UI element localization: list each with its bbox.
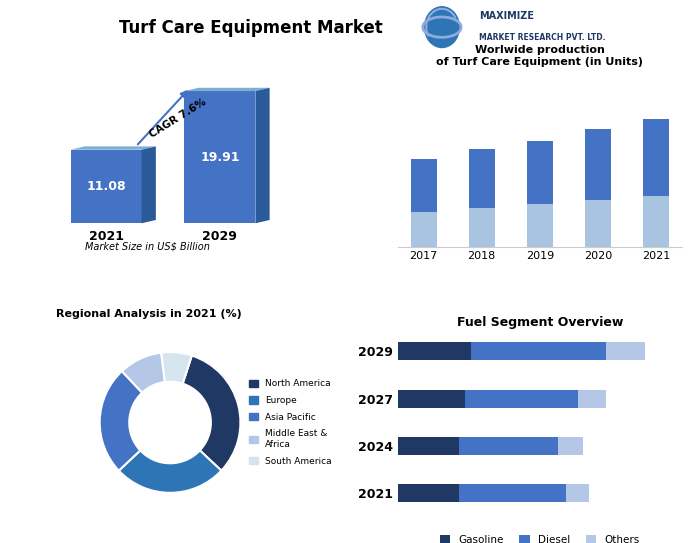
Bar bbox=[459, 437, 557, 455]
Text: Turf Care Equipment Market: Turf Care Equipment Market bbox=[119, 19, 382, 37]
Bar bbox=[184, 91, 255, 223]
Bar bbox=[70, 150, 141, 223]
Bar bbox=[397, 484, 459, 502]
Wedge shape bbox=[161, 352, 192, 384]
Polygon shape bbox=[70, 147, 156, 150]
Legend: Gasoline, Diesel, Others: Gasoline, Diesel, Others bbox=[436, 531, 644, 543]
Bar bbox=[397, 343, 470, 361]
Bar bbox=[567, 484, 589, 502]
Wedge shape bbox=[182, 356, 240, 471]
Text: 2029: 2029 bbox=[203, 230, 237, 243]
Legend: North America, Europe, Asia Pacific, Middle East &
Africa, South America: North America, Europe, Asia Pacific, Mid… bbox=[245, 376, 335, 469]
Text: Regional Analysis in 2021 (%): Regional Analysis in 2021 (%) bbox=[56, 310, 242, 319]
Text: 2021: 2021 bbox=[88, 230, 124, 243]
Bar bbox=[585, 200, 611, 247]
Circle shape bbox=[425, 7, 459, 47]
Bar bbox=[643, 119, 669, 195]
Text: 11.08: 11.08 bbox=[86, 180, 126, 193]
Bar bbox=[459, 484, 567, 502]
Bar bbox=[557, 437, 583, 455]
Polygon shape bbox=[141, 147, 156, 223]
Bar bbox=[465, 390, 578, 408]
Bar bbox=[397, 437, 459, 455]
Text: MARKET RESEARCH PVT. LTD.: MARKET RESEARCH PVT. LTD. bbox=[479, 34, 606, 42]
Bar bbox=[606, 343, 645, 361]
Bar bbox=[578, 390, 606, 408]
Text: CAGR 7.6%: CAGR 7.6% bbox=[148, 97, 207, 140]
Bar bbox=[643, 195, 669, 247]
Title: Worlwide production
of Turf Care Equipment (in Units): Worlwide production of Turf Care Equipme… bbox=[436, 46, 643, 67]
Bar bbox=[470, 343, 606, 361]
Polygon shape bbox=[184, 88, 269, 91]
Title: Fuel Segment Overview: Fuel Segment Overview bbox=[457, 316, 623, 329]
Bar bbox=[585, 129, 611, 200]
Wedge shape bbox=[119, 450, 221, 493]
Bar bbox=[411, 160, 436, 212]
Text: MAXIMIZE: MAXIMIZE bbox=[479, 11, 534, 21]
Text: Market Size in US$ Billion: Market Size in US$ Billion bbox=[85, 242, 209, 252]
Wedge shape bbox=[100, 371, 142, 471]
Bar bbox=[468, 149, 495, 207]
Bar bbox=[468, 207, 495, 247]
Bar bbox=[397, 390, 465, 408]
Bar bbox=[527, 141, 553, 204]
Polygon shape bbox=[255, 88, 269, 223]
Wedge shape bbox=[122, 352, 165, 393]
Text: 19.91: 19.91 bbox=[200, 151, 239, 163]
Bar bbox=[527, 204, 553, 247]
Bar bbox=[411, 212, 436, 247]
